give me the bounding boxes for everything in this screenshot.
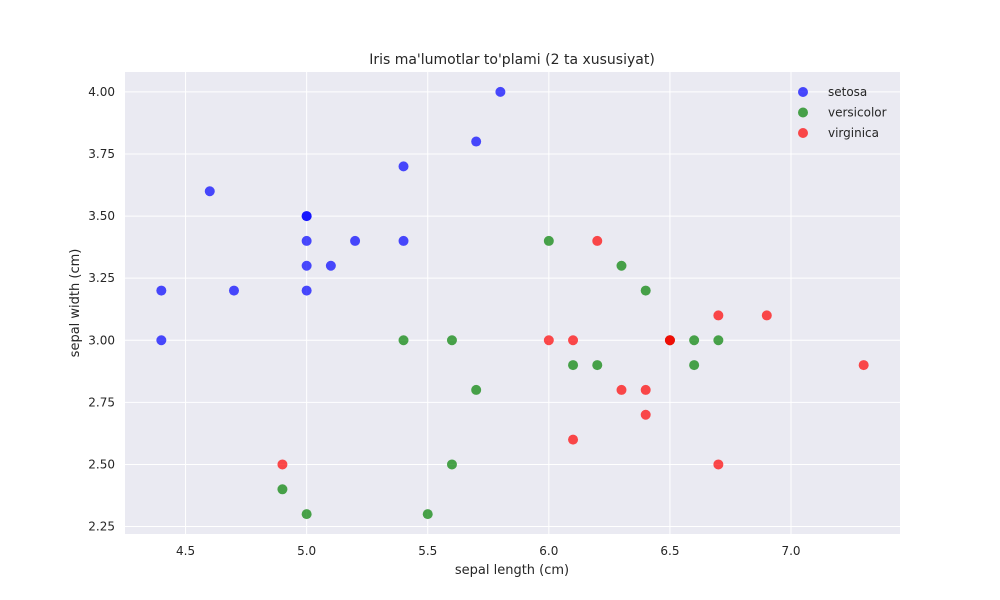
y-axis-label: sepal width (cm) <box>68 249 83 358</box>
data-point-versicolor <box>689 360 700 371</box>
data-point-versicolor <box>640 285 651 296</box>
data-point-virginica <box>592 235 603 246</box>
legend-label-versicolor: versicolor <box>828 106 887 120</box>
data-point-setosa <box>204 186 215 197</box>
data-point-virginica <box>713 310 724 321</box>
data-point-versicolor <box>543 235 554 246</box>
data-point-versicolor <box>277 484 288 495</box>
legend-label-setosa: setosa <box>828 85 867 99</box>
data-point-versicolor <box>398 335 409 346</box>
legend: setosa versicolor virginica <box>798 85 887 140</box>
x-tick-labels: 4.5 5.0 5.5 6.0 6.5 7.0 <box>176 544 801 558</box>
legend-marker-virginica <box>798 128 808 138</box>
data-point-setosa <box>301 235 312 246</box>
chart-title: Iris ma'lumotlar to'plami (2 ta xususiya… <box>369 52 655 68</box>
data-point-virginica <box>616 384 627 395</box>
x-tick-label: 5.5 <box>418 544 437 558</box>
y-tick-label: 2.50 <box>88 457 115 471</box>
data-point-virginica <box>640 384 651 395</box>
data-point-virginica <box>568 434 579 445</box>
data-point-setosa <box>301 211 312 222</box>
x-tick-label: 4.5 <box>176 544 195 558</box>
y-tick-label: 3.75 <box>88 147 115 161</box>
x-axis-label: sepal length (cm) <box>455 563 569 578</box>
grid <box>125 72 900 534</box>
y-tick-label: 2.25 <box>88 520 115 534</box>
data-point-virginica <box>543 335 554 346</box>
plot-background <box>125 72 900 534</box>
legend-marker-versicolor <box>798 107 808 118</box>
data-point-versicolor <box>616 260 627 271</box>
data-point-versicolor <box>592 360 603 371</box>
data-point-setosa <box>495 86 506 97</box>
data-point-setosa <box>350 235 361 246</box>
data-point-versicolor <box>471 384 482 395</box>
x-tick-label: 6.5 <box>660 544 679 558</box>
data-point-setosa <box>301 285 312 296</box>
data-point-versicolor <box>301 509 312 520</box>
data-point-virginica <box>277 459 288 470</box>
data-point-setosa <box>325 260 336 271</box>
data-points <box>156 86 869 520</box>
data-point-virginica <box>858 360 869 371</box>
y-tick-label: 4.00 <box>88 85 115 99</box>
data-point-virginica <box>713 459 724 470</box>
data-point-versicolor <box>446 459 457 470</box>
legend-marker-setosa <box>798 87 808 97</box>
y-tick-label: 2.75 <box>88 395 115 409</box>
data-point-virginica <box>640 409 651 420</box>
data-point-setosa <box>398 235 409 246</box>
x-tick-label: 7.0 <box>781 544 800 558</box>
x-tick-label: 5.0 <box>297 544 316 558</box>
data-point-virginica <box>664 335 675 346</box>
data-point-setosa <box>471 136 482 147</box>
data-point-setosa <box>398 161 409 172</box>
data-point-versicolor <box>568 360 579 371</box>
y-tick-label: 3.25 <box>88 271 115 285</box>
x-tick-label: 6.0 <box>539 544 558 558</box>
data-point-setosa <box>228 285 239 296</box>
y-tick-labels: 2.25 2.50 2.75 3.00 3.25 3.50 3.75 4.00 <box>88 85 115 534</box>
data-point-versicolor <box>713 335 724 346</box>
data-point-setosa <box>301 260 312 271</box>
data-point-versicolor <box>446 335 457 346</box>
y-tick-label: 3.50 <box>88 209 115 223</box>
data-point-virginica <box>568 335 579 346</box>
data-point-virginica <box>761 310 772 321</box>
data-point-versicolor <box>689 335 700 346</box>
data-point-versicolor <box>422 509 433 520</box>
data-point-setosa <box>156 285 167 296</box>
data-point-setosa <box>156 335 167 346</box>
legend-label-virginica: virginica <box>828 126 879 140</box>
y-tick-label: 3.00 <box>88 333 115 347</box>
